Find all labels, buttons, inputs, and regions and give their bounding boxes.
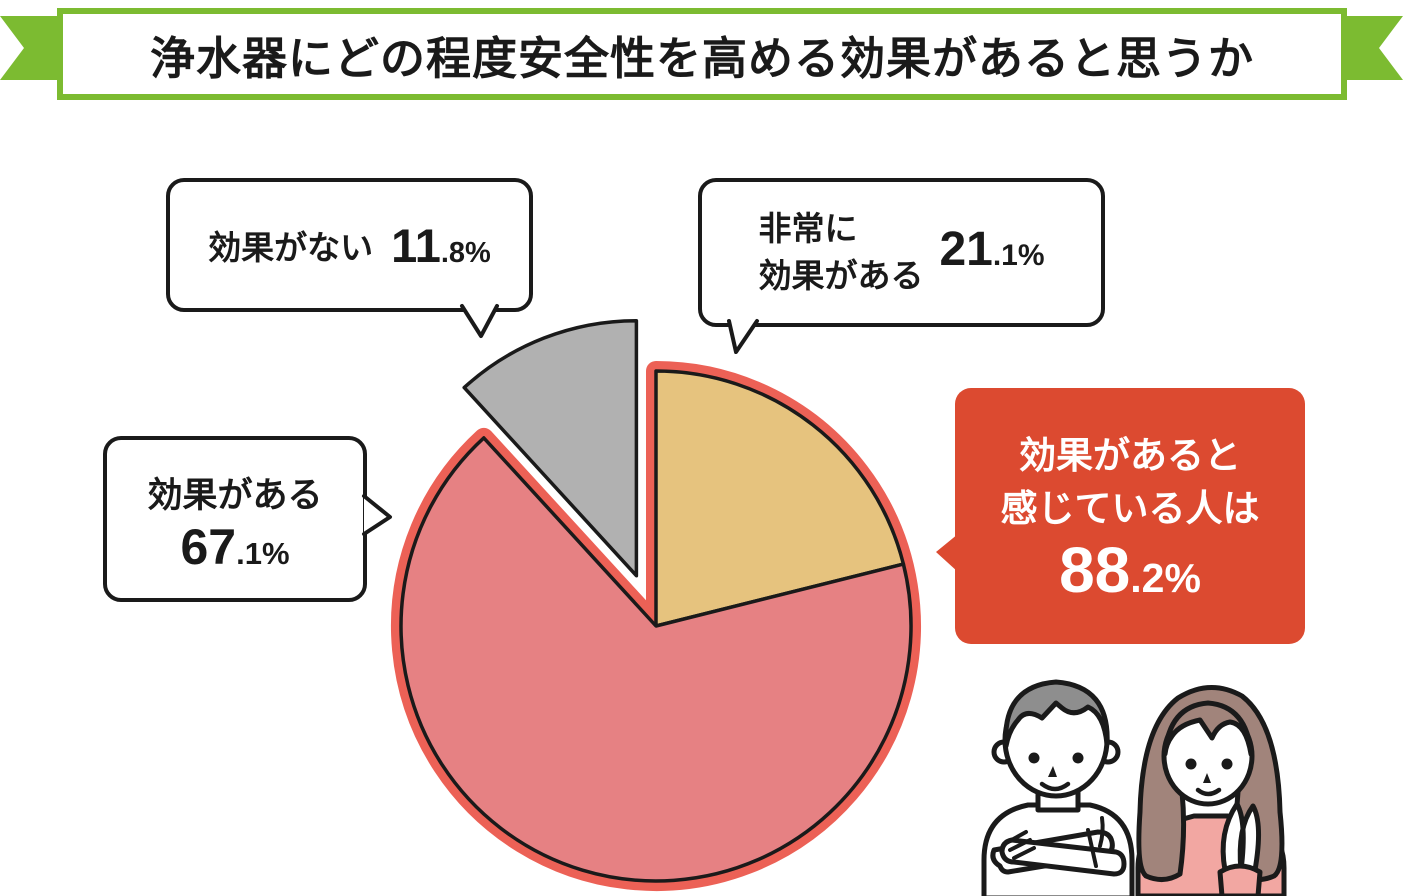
- pie-slice-効果がない: [462, 318, 639, 578]
- woman-eye-left: [1185, 758, 1197, 770]
- callout-no-effect-label: 効果がない: [208, 229, 374, 266]
- woman-mouth: [1195, 787, 1222, 797]
- summary-line1: 効果があると: [1019, 435, 1241, 477]
- man-cuff-line: [1086, 828, 1098, 868]
- man-illustration: [981, 679, 1135, 896]
- callout-no-effect-value: 11 .8%: [391, 218, 491, 272]
- man-chest-line: [1098, 816, 1105, 848]
- callout-very-effective: 非常に 効果がある 21 .1%: [698, 178, 1105, 327]
- woman-hands-clasped: [1220, 801, 1262, 873]
- ribbon-banner: [0, 16, 1403, 80]
- woman-eye-right: [1221, 758, 1233, 770]
- man-hair: [1003, 679, 1110, 749]
- man-nose: [1048, 766, 1057, 777]
- woman-sleeve-cuff: [1217, 863, 1263, 896]
- woman-illustration: [1135, 685, 1287, 896]
- callout-no-effect: 効果がない 11 .8%: [166, 178, 533, 312]
- pie-slice-効果がある: [399, 436, 913, 883]
- summary-callout: 効果があると 感じている人は 88 .2%: [955, 388, 1305, 644]
- man-fingers: [1006, 830, 1036, 860]
- summary-value: 88 .2%: [1059, 533, 1201, 606]
- man-eye-right: [1072, 752, 1084, 764]
- title-banner: 浄水器にどの程度安全性を高める効果があると思うか: [57, 8, 1347, 100]
- man-eye-left: [1028, 752, 1040, 764]
- man-mouth: [1039, 781, 1071, 792]
- ribbon-end-left: [0, 16, 70, 80]
- callout-effective-value: 67 .1%: [180, 518, 290, 575]
- page-title: 浄水器にどの程度安全性を高める効果があると思うか: [149, 32, 1254, 84]
- pie-chart: [390, 318, 921, 891]
- callout-very-effective-value: 21 .1%: [939, 222, 1045, 276]
- ribbon-end-right: [1333, 16, 1403, 80]
- summary-line2: 感じている人は: [1000, 488, 1260, 529]
- callout-effective: 効果がある 67 .1%: [103, 436, 367, 602]
- pie-slice-非常に効果がある: [654, 369, 906, 628]
- callout-effective-label: 効果がある: [147, 475, 323, 515]
- woman-hair-fringe: [1162, 700, 1254, 757]
- callout-very-effective-label: 非常に 効果がある: [758, 210, 924, 294]
- woman-nose: [1203, 773, 1211, 783]
